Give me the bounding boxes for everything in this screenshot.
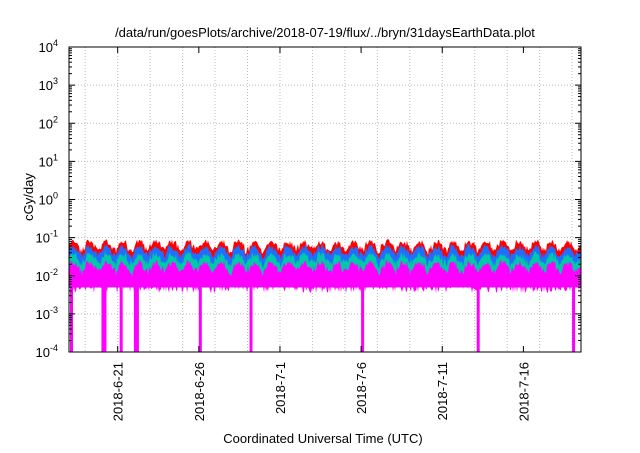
y-tick-label: 104 (39, 38, 58, 55)
x-tick-label: 2018-7-6 (354, 362, 369, 414)
dropout-spike (572, 287, 576, 352)
chart-title: /data/run/goesPlots/archive/2018-07-19/f… (115, 25, 535, 40)
x-axis-label: Coordinated Universal Time (UTC) (223, 431, 422, 446)
data-series (69, 239, 581, 352)
series-floor-area (69, 282, 581, 294)
x-tick-label: 2018-7-11 (435, 362, 450, 420)
x-tick-label: 2018-7-16 (516, 362, 531, 421)
grid-lines (69, 46, 581, 353)
y-tick-label: 10-1 (36, 229, 58, 246)
y-tick-label: 10-3 (36, 305, 58, 322)
dropout-spike (133, 287, 137, 352)
x-tick-labels: 2018-6-21 2018-6-26 2018-7-1 2018-7-6 2018-7… (111, 362, 532, 421)
dropout-spike (135, 287, 139, 352)
dropout-spike (361, 287, 365, 352)
y-tick-label: 100 (39, 191, 58, 208)
y-tick-label: 10-4 (36, 343, 58, 360)
dropout-spike (101, 287, 105, 352)
series-3-area (69, 259, 581, 288)
dropout-spike (119, 287, 123, 352)
x-tick-label: 2018-6-21 (111, 362, 126, 421)
y-tick-label: 10-2 (36, 267, 58, 284)
axes (68, 46, 582, 353)
x-tick-label: 2018-7-1 (273, 362, 288, 414)
dropout-spike (198, 287, 202, 352)
y-tick-label: 101 (39, 152, 58, 169)
y-axis-label: cGy/day (21, 173, 36, 221)
y-tick-labels: 10-4 10-3 10-2 10-1 100 101 102 103 104 (36, 38, 58, 360)
y-tick-label: 102 (39, 114, 58, 131)
dropout-spike (249, 287, 253, 352)
x-tick-label: 2018-6-26 (192, 362, 207, 421)
y-tick-label: 103 (39, 76, 58, 93)
dropout-spike (476, 287, 480, 352)
dropout-spike (103, 287, 107, 352)
